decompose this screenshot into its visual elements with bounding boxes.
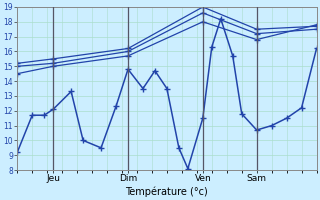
- X-axis label: Température (°c): Température (°c): [125, 186, 208, 197]
